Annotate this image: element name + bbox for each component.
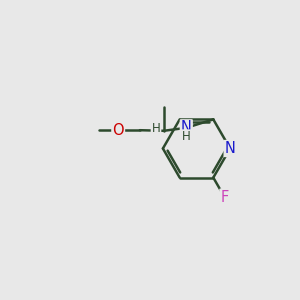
Text: H: H — [182, 130, 191, 143]
Text: F: F — [220, 190, 229, 205]
Text: H: H — [152, 122, 160, 135]
Text: O: O — [112, 123, 124, 138]
Text: N: N — [225, 141, 236, 156]
Text: N: N — [181, 120, 192, 135]
